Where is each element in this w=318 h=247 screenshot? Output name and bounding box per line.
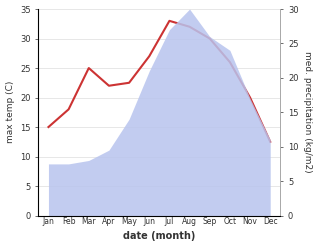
- Y-axis label: max temp (C): max temp (C): [5, 81, 15, 144]
- X-axis label: date (month): date (month): [123, 231, 196, 242]
- Y-axis label: med. precipitation (kg/m2): med. precipitation (kg/m2): [303, 51, 313, 173]
